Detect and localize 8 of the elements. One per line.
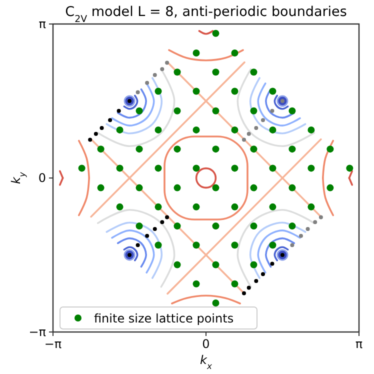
x-tick-label: π (355, 337, 363, 351)
chart-title: C$_{2V}$ model L = 8, anti-periodic boundaries (65, 4, 347, 24)
legend-label: finite size lattice points (94, 312, 234, 326)
x-tick-label: 0 (202, 337, 210, 351)
y-tick-label: π (38, 17, 46, 31)
y-tick-label: 0 (38, 171, 46, 185)
y-tick-label: −π (28, 325, 46, 339)
x-axis-title: k$_{x}$ (200, 353, 213, 371)
